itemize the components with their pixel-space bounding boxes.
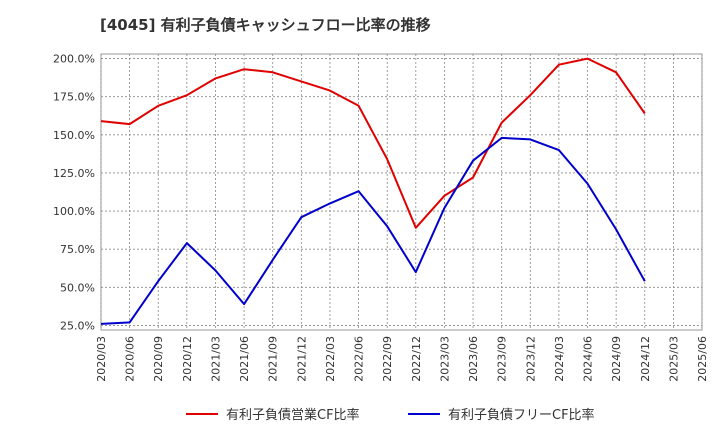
x-tick-label: 2024/03 — [553, 336, 566, 382]
x-tick-label: 2025/06 — [696, 336, 709, 382]
x-tick-label: 2023/03 — [438, 336, 451, 382]
y-tick-label: 25.0% — [60, 319, 95, 332]
x-tick-label: 2022/09 — [381, 336, 394, 382]
legend: 有利子負債営業CF比率 有利子負債フリーCF比率 — [0, 404, 720, 426]
x-tick-label: 2020/03 — [95, 336, 108, 382]
series-line-operating-cf — [100, 57, 646, 229]
y-tick-label: 150.0% — [53, 129, 95, 142]
y-axis-ticks: 25.0% 50.0% 75.0% 100.0% 125.0% 150.0% 175.0% 2… — [53, 53, 95, 333]
x-tick-label: 2022/06 — [353, 336, 366, 382]
legend-item-operating-cf: 有利子負債営業CF比率 — [186, 404, 360, 423]
legend-swatch-free-cf — [408, 412, 440, 415]
y-tick-label: 175.0% — [53, 91, 95, 104]
y-tick-label: 125.0% — [53, 167, 95, 180]
x-tick-label: 2021/06 — [238, 336, 251, 382]
x-tick-label: 2024/06 — [582, 336, 595, 382]
x-tick-label: 2024/12 — [639, 336, 652, 382]
x-tick-label: 2022/03 — [324, 336, 337, 382]
x-tick-label: 2020/09 — [152, 336, 165, 382]
y-tick-label: 50.0% — [60, 281, 95, 294]
y-tick-label: 75.0% — [60, 243, 95, 256]
x-tick-label: 2025/03 — [667, 336, 680, 382]
legend-label-operating-cf: 有利子負債営業CF比率 — [226, 408, 360, 423]
legend-swatch-operating-cf — [186, 412, 218, 415]
x-tick-label: 2021/03 — [209, 336, 222, 382]
x-tick-label: 2021/12 — [295, 336, 308, 382]
y-tick-label: 200.0% — [53, 53, 95, 66]
x-tick-label: 2021/09 — [267, 336, 280, 382]
x-axis-ticks: 2020/03 2020/06 2020/09 2020/12 2021/03 2021/… — [95, 336, 709, 382]
x-tick-label: 2023/09 — [496, 336, 509, 382]
legend-label-free-cf: 有利子負債フリーCF比率 — [448, 408, 595, 423]
series-lines — [100, 57, 646, 325]
x-tick-label: 2024/09 — [610, 336, 623, 382]
y-tick-label: 100.0% — [53, 205, 95, 218]
x-tick-label: 2023/06 — [467, 336, 480, 382]
grid — [100, 54, 703, 330]
x-tick-label: 2020/06 — [124, 336, 137, 382]
series-line-free-cf — [100, 136, 646, 325]
chart-title: [4045] 有利子負債キャッシュフロー比率の推移 — [100, 16, 431, 34]
x-tick-label: 2020/12 — [181, 336, 194, 382]
x-tick-label: 2022/12 — [410, 336, 423, 382]
x-tick-label: 2023/12 — [524, 336, 537, 382]
legend-item-free-cf: 有利子負債フリーCF比率 — [408, 404, 595, 423]
